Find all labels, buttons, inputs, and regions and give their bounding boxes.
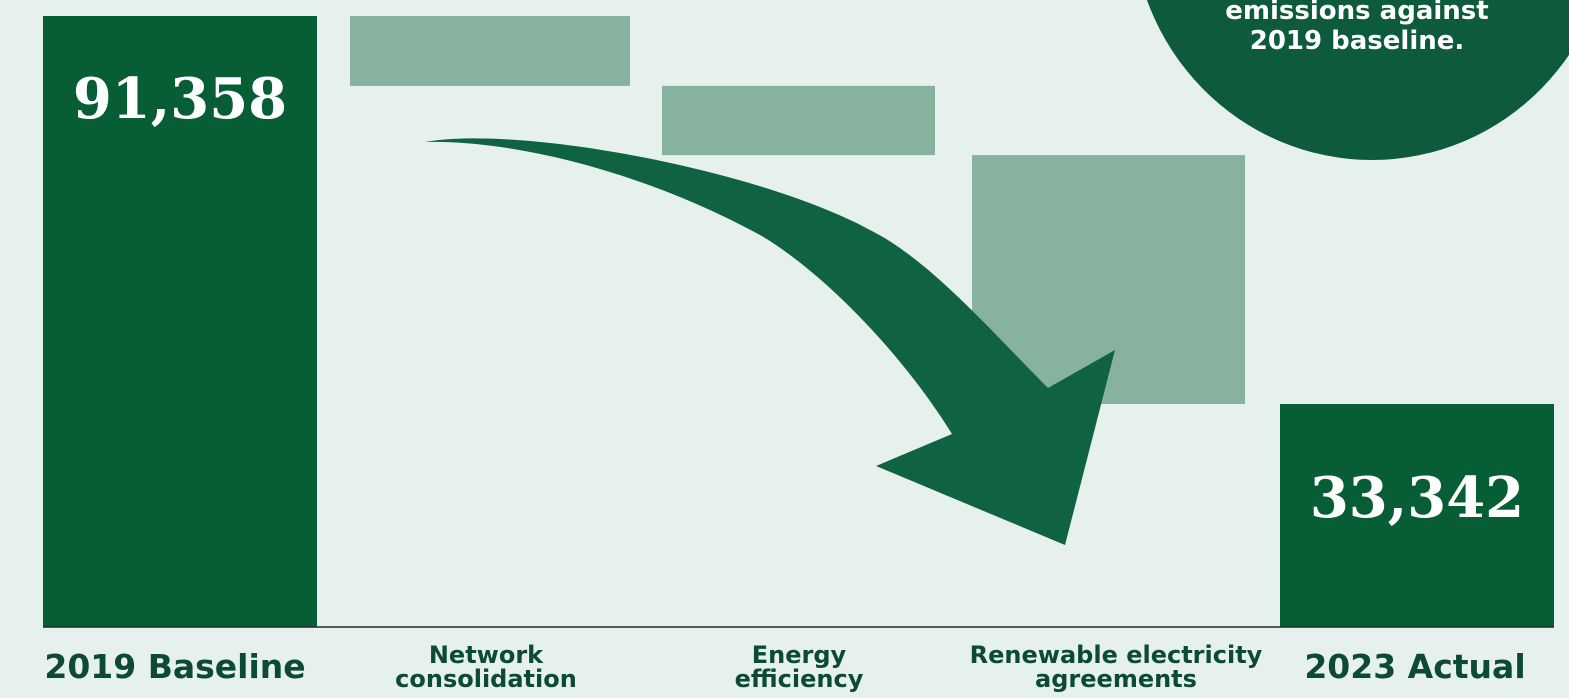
value-label-0: 91,358 [72, 66, 288, 132]
bar-energy-efficiency [662, 85, 935, 156]
bars-layer [43, 16, 1554, 627]
x-tick-label-1: Network consolidation [326, 643, 646, 691]
x-tick-label-3-line-1: agreements [1035, 665, 1197, 693]
x-tick-label-3-line-0: Renewable electricity [969, 641, 1263, 669]
x-tick-label-1-line-0: Network [428, 641, 544, 669]
x-tick-label-2-line-1: efficiency [734, 665, 864, 693]
bar-2019-baseline [43, 16, 317, 627]
badge-text-line-2: 2019 baseline. [1249, 26, 1465, 56]
downward-trend-arrow [425, 138, 1115, 545]
reduction-badge: emissions against 2019 baseline. [1132, 0, 1569, 160]
x-tick-label-4-line-0: 2023 Actual [1304, 647, 1526, 686]
x-tick-label-4: 2023 Actual [1255, 650, 1569, 683]
bar-network-consolidation [350, 16, 630, 86]
x-tick-label-1-line-1: consolidation [395, 665, 577, 693]
x-tick-label-0-line-0: 2019 Baseline [44, 647, 306, 686]
x-tick-label-2: Energy efficiency [639, 643, 959, 691]
x-tick-label-0: 2019 Baseline [15, 650, 335, 683]
value-label-4: 33,342 [1309, 465, 1525, 531]
x-tick-label-3: Renewable electricity agreements [956, 643, 1276, 691]
x-tick-label-2-line-0: Energy [751, 641, 847, 669]
bar-2023-actual [1280, 404, 1554, 627]
badge-text-line-1: emissions against [1225, 0, 1489, 26]
